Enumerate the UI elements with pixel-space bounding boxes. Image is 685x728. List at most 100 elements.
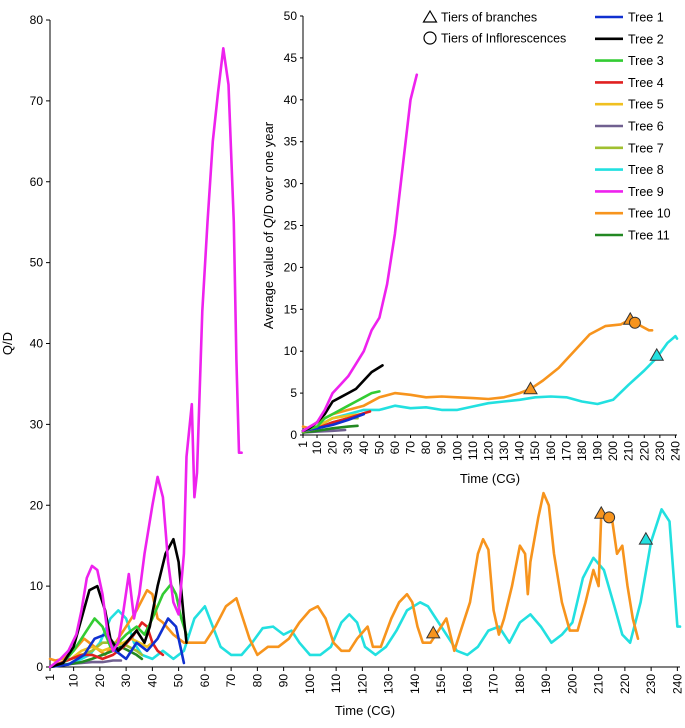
main-series-tree-1	[48, 617, 186, 669]
legend-tree-label: Tree 2	[628, 32, 664, 46]
main-x-tick-label: 180	[513, 674, 527, 694]
main-x-tick-label: 240	[670, 674, 684, 694]
main-x-tick-label: 1	[43, 674, 57, 681]
inset-y-axis-label: Average value of Q/D over one year	[261, 121, 276, 329]
inset-background	[303, 16, 677, 435]
main-x-tick-label: 100	[303, 674, 317, 694]
inset-x-tick-label: 30	[341, 441, 355, 455]
legend-tree-label: Tree 6	[628, 120, 664, 134]
inset-x-tick-label: 130	[497, 441, 511, 461]
inset-x-tick-label: 180	[575, 441, 589, 461]
inset-triangle-marker	[649, 347, 665, 361]
legend-circle-symbol	[423, 31, 437, 45]
inset-x-tick-label: 200	[606, 441, 620, 461]
main-y-tick-label: 30	[30, 417, 44, 431]
inset-x-tick-label: 160	[544, 441, 558, 461]
legend-symbol-label: Tiers of branches	[441, 11, 537, 25]
inset-x-tick-label: 210	[622, 441, 636, 461]
main-x-tick-label: 90	[277, 674, 291, 688]
inset-y-tick-label: 10	[284, 344, 298, 358]
main-x-tick-label: 70	[224, 674, 238, 688]
main-x-tick-label: 60	[198, 674, 212, 688]
inset-x-tick-label: 170	[559, 441, 573, 461]
main-series-tree-9	[48, 47, 243, 669]
legend-tree-label: Tree 5	[628, 98, 664, 112]
inset-x-tick-label: 140	[513, 441, 527, 461]
inset-y-tick-label: 35	[284, 135, 298, 149]
main-x-tick-label: 140	[408, 674, 422, 694]
legend-symbol-label: Tiers of Inflorescences	[441, 32, 566, 46]
main-y-tick-label: 70	[30, 94, 44, 108]
main-x-tick-label: 200	[565, 674, 579, 694]
inset-x-tick-label: 240	[668, 441, 682, 461]
main-x-tick-label: 190	[539, 674, 553, 694]
inset-y-tick-label: 50	[284, 9, 298, 23]
main-y-tick-label: 0	[36, 660, 43, 674]
inset-x-tick-label: 50	[372, 441, 386, 455]
inset-x-tick-label: 20	[326, 441, 340, 455]
inset-x-tick-label: 60	[388, 441, 402, 455]
main-x-tick-label: 40	[145, 674, 159, 688]
inset-x-tick-label: 220	[637, 441, 651, 461]
legend-tree-label: Tree 9	[628, 185, 664, 199]
legend: Tiers of branches Tiers of Inflorescences…	[422, 9, 671, 243]
main-x-tick-label: 230	[644, 674, 658, 694]
main-series-tree-10	[48, 491, 640, 662]
inset-series-tree-9	[301, 73, 419, 433]
main-y-tick-label: 10	[30, 579, 44, 593]
main-x-tick-label: 170	[487, 674, 501, 694]
inset-y-tick-label: 40	[284, 93, 298, 107]
legend-tree-label: Tree 11	[628, 229, 670, 243]
inset-y-tick-label: 20	[284, 260, 298, 274]
inset-y-tick-label: 25	[284, 219, 298, 233]
inset-y-tick-label: 45	[284, 51, 298, 65]
legend-tree-label: Tree 1	[628, 11, 664, 25]
legend-tree-label: Tree 10	[628, 207, 671, 221]
main-y-tick-label: 60	[30, 175, 44, 189]
main-x-tick-label: 50	[172, 674, 186, 688]
main-y-tick-label: 50	[30, 256, 44, 270]
inset-x-axis-label: Time (CG)	[460, 471, 520, 486]
inset-y-tick-label: 30	[284, 177, 298, 191]
main-y-tick-label: 40	[30, 337, 44, 351]
legend-tree-label: Tree 7	[628, 141, 664, 155]
inset-series-tree-8	[301, 334, 679, 433]
inset-x-tick-label: 120	[481, 441, 495, 461]
inset-y-tick-label: 0	[290, 428, 297, 442]
main-x-tick-label: 160	[460, 674, 474, 694]
main-x-tick-label: 210	[592, 674, 606, 694]
legend-tree-label: Tree 8	[628, 163, 664, 177]
inset-y-tick-label: 5	[290, 386, 297, 400]
main-x-tick-label: 110	[329, 674, 343, 693]
inset-x-tick-label: 230	[653, 441, 667, 461]
main-x-tick-label: 30	[119, 674, 133, 688]
main-y-axis-label: Q/D	[0, 332, 15, 355]
main-x-tick-label: 220	[618, 674, 632, 694]
main-x-tick-label: 150	[434, 674, 448, 694]
main-x-axis-label: Time (CG)	[335, 703, 395, 718]
legend-tree-label: Tree 3	[628, 54, 664, 68]
inset-x-tick-label: 10	[310, 441, 324, 455]
inset-x-tick-label: 1	[296, 441, 310, 448]
inset-x-tick-label: 90	[435, 441, 449, 455]
legend-triangle-symbol	[422, 9, 438, 23]
main-x-tick-label: 20	[93, 674, 107, 688]
main-x-tick-label: 80	[250, 674, 264, 688]
main-x-tick-label: 120	[355, 674, 369, 694]
inset-x-tick-label: 110	[466, 441, 480, 460]
inset-x-tick-label: 150	[528, 441, 542, 461]
legend-tree-label: Tree 4	[628, 76, 664, 90]
inset-circle-marker	[628, 316, 641, 329]
main-series-tree-8	[48, 508, 682, 669]
main-series-tree-2	[48, 537, 188, 669]
main-x-tick-label: 10	[67, 674, 81, 688]
main-circle-marker	[603, 511, 616, 524]
main-y-tick-label: 20	[30, 498, 44, 512]
inset-y-tick-label: 15	[284, 302, 298, 316]
inset-series-tree-3	[301, 390, 381, 433]
main-triangle-marker	[638, 531, 654, 545]
main-y-tick-label: 80	[30, 13, 44, 27]
